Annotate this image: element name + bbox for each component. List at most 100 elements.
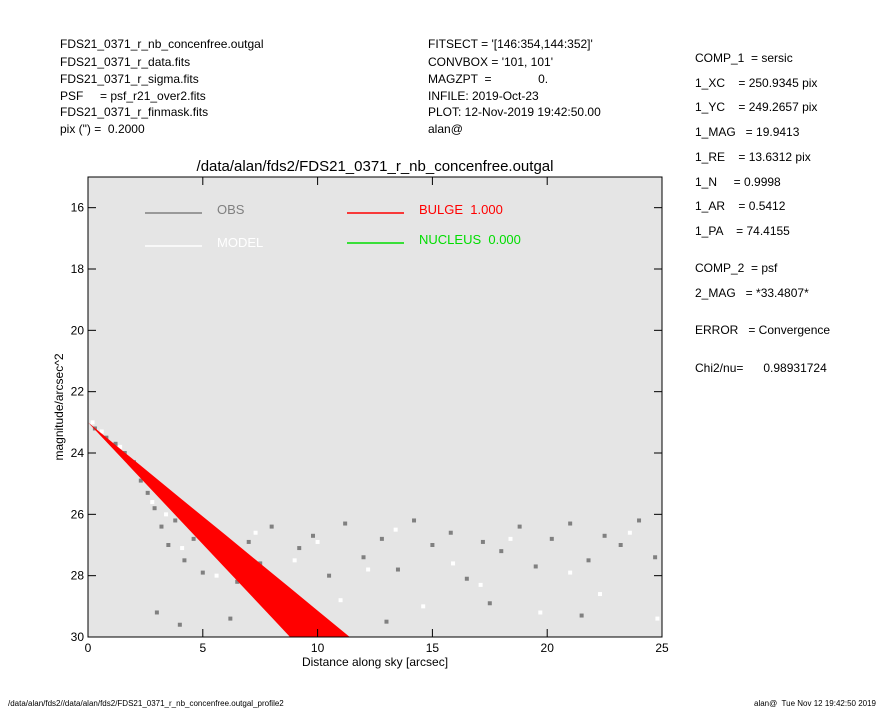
x-axis-label: Distance along sky [arcsec] bbox=[302, 655, 448, 669]
parameter-line: 1_PA = 74.4155 bbox=[695, 224, 790, 238]
parameter-line: 2_MAG = *33.4807* bbox=[695, 286, 809, 300]
point bbox=[113, 441, 118, 446]
point bbox=[533, 564, 538, 569]
point bbox=[361, 555, 366, 560]
point bbox=[173, 518, 178, 523]
point bbox=[228, 616, 233, 621]
point bbox=[145, 490, 150, 495]
legend-label: OBS bbox=[217, 202, 245, 217]
point bbox=[464, 576, 469, 581]
point bbox=[180, 546, 185, 551]
parameter-line: 1_N = 0.9998 bbox=[695, 175, 781, 189]
point bbox=[118, 444, 123, 449]
point bbox=[538, 610, 543, 615]
parameter-line: 1_MAG = 19.9413 bbox=[695, 125, 800, 139]
y-tick-label: 30 bbox=[71, 630, 85, 644]
x-tick-label: 15 bbox=[426, 641, 440, 655]
point bbox=[164, 512, 169, 517]
header-left-line: FDS21_0371_r_finmask.fits bbox=[60, 105, 208, 119]
point bbox=[508, 536, 513, 541]
x-tick-label: 0 bbox=[85, 641, 92, 655]
point bbox=[315, 539, 320, 544]
parameter-line: 1_AR = 0.5412 bbox=[695, 199, 786, 213]
point bbox=[602, 533, 607, 538]
y-tick-label: 16 bbox=[71, 201, 85, 215]
parameter-line: Chi2/nu= 0.98931724 bbox=[695, 361, 827, 375]
point bbox=[99, 429, 104, 434]
point bbox=[246, 539, 251, 544]
point bbox=[152, 506, 157, 511]
x-tick-label: 5 bbox=[199, 641, 206, 655]
point bbox=[393, 527, 398, 532]
point bbox=[150, 500, 155, 505]
point bbox=[292, 558, 297, 563]
parameter-line: 1_YC = 249.2657 pix bbox=[695, 100, 817, 114]
header-middle-line: FITSECT = '[146:354,144:352]' bbox=[428, 37, 593, 51]
point bbox=[311, 533, 316, 538]
point bbox=[214, 573, 219, 578]
y-axis-label: magnitude/arcsec^2 bbox=[52, 353, 66, 460]
y-tick-label: 24 bbox=[71, 446, 85, 460]
footer-right: alan@ Tue Nov 12 19:42:50 2019 bbox=[754, 699, 877, 708]
chart-title: /data/alan/fds2/FDS21_0371_r_nb_concenfr… bbox=[197, 158, 554, 175]
point bbox=[478, 582, 483, 587]
parameter-line: 1_RE = 13.6312 pix bbox=[695, 150, 811, 164]
header-left-line: FDS21_0371_r_sigma.fits bbox=[60, 72, 199, 86]
point bbox=[579, 613, 584, 618]
point bbox=[154, 610, 159, 615]
point bbox=[517, 524, 522, 529]
point bbox=[586, 558, 591, 563]
point bbox=[166, 543, 171, 547]
y-tick-label: 22 bbox=[71, 385, 85, 399]
point bbox=[338, 598, 343, 603]
parameter-line: COMP_2 = psf bbox=[695, 261, 778, 275]
point bbox=[182, 558, 187, 563]
point bbox=[138, 478, 143, 483]
parameter-line: ERROR = Convergence bbox=[695, 323, 830, 337]
parameter-line: 1_XC = 250.9345 pix bbox=[695, 76, 817, 90]
point bbox=[451, 561, 456, 566]
point bbox=[448, 530, 453, 535]
header-middle-line: CONVBOX = '101, 101' bbox=[428, 55, 553, 69]
point bbox=[627, 530, 632, 535]
plot-frame bbox=[87, 176, 663, 638]
point bbox=[568, 570, 573, 575]
x-tick-label: 25 bbox=[655, 641, 669, 655]
point bbox=[487, 601, 492, 606]
point bbox=[327, 573, 332, 578]
point bbox=[191, 536, 196, 541]
point bbox=[297, 546, 302, 551]
bulge-band bbox=[88, 422, 350, 637]
header-left-line: PSF = psf_r21_over2.fits bbox=[60, 89, 206, 103]
point bbox=[253, 530, 258, 535]
point bbox=[568, 521, 573, 526]
point bbox=[379, 536, 384, 541]
legend-label: BULGE 1.000 bbox=[419, 202, 503, 217]
point bbox=[258, 561, 263, 566]
header-middle-line: INFILE: 2019-Oct-23 bbox=[428, 89, 539, 103]
header-middle-line: PLOT: 12-Nov-2019 19:42:50.00 bbox=[428, 105, 601, 119]
point bbox=[618, 543, 623, 547]
header-left-line: pix (") = 0.2000 bbox=[60, 122, 145, 136]
point bbox=[90, 420, 95, 425]
point bbox=[235, 579, 240, 584]
point bbox=[499, 549, 504, 554]
point bbox=[343, 521, 348, 526]
x-tick-label: 20 bbox=[541, 641, 555, 655]
point bbox=[480, 539, 485, 544]
point bbox=[412, 518, 417, 523]
footer-left: /data/alan/fds2//data/alan/fds2/FDS21_03… bbox=[8, 699, 284, 708]
point bbox=[421, 604, 426, 609]
point bbox=[269, 524, 274, 529]
point bbox=[384, 619, 389, 624]
y-tick-label: 26 bbox=[71, 507, 85, 521]
plot-marks bbox=[88, 420, 660, 637]
legend-label: MODEL bbox=[217, 235, 263, 250]
x-tick-label: 10 bbox=[311, 641, 325, 655]
y-tick-label: 18 bbox=[71, 262, 85, 276]
point bbox=[395, 567, 400, 572]
point bbox=[430, 543, 435, 547]
header-left-line: FDS21_0371_r_data.fits bbox=[60, 55, 190, 69]
header-left-line: FDS21_0371_r_nb_concenfree.outgal bbox=[60, 37, 263, 51]
